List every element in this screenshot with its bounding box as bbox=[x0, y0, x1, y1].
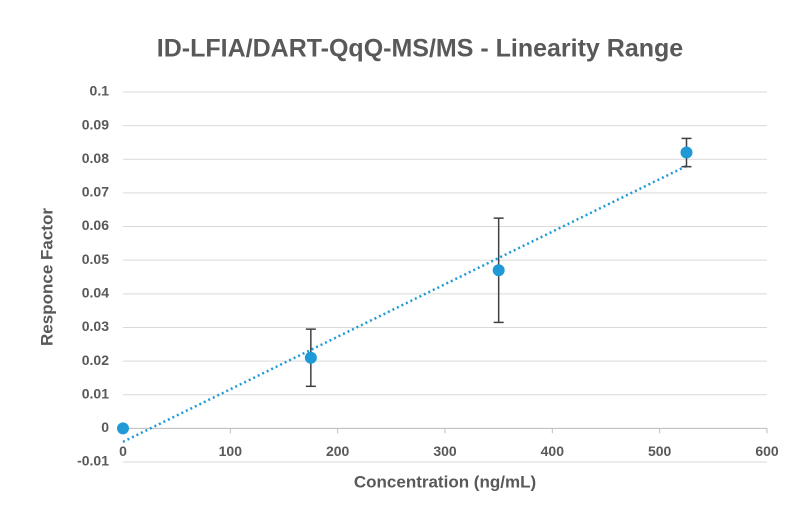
y-tick-label: 0.07 bbox=[82, 184, 109, 200]
y-tick-label: -0.01 bbox=[77, 453, 109, 469]
data-point bbox=[492, 264, 505, 277]
x-tick-label: 500 bbox=[648, 443, 672, 459]
y-tick-label: 0.04 bbox=[82, 285, 109, 301]
data-point bbox=[680, 146, 693, 159]
y-tick-label: 0.01 bbox=[82, 385, 109, 401]
y-tick-label: 0.1 bbox=[90, 83, 110, 99]
x-tick-label: 200 bbox=[326, 443, 350, 459]
y-tick-label: 0.08 bbox=[82, 150, 109, 166]
y-tick-label: 0.05 bbox=[82, 251, 109, 267]
x-tick-label: 600 bbox=[755, 443, 779, 459]
x-tick-label: 300 bbox=[433, 443, 457, 459]
x-tick-label: 400 bbox=[541, 443, 565, 459]
data-point bbox=[304, 351, 317, 364]
x-axis-title: Concentration (ng/mL) bbox=[354, 472, 536, 491]
y-tick-label: 0.03 bbox=[82, 318, 109, 334]
y-tick-label: 0.06 bbox=[82, 217, 109, 233]
data-point bbox=[117, 422, 129, 435]
y-tick-label: 0.02 bbox=[82, 352, 109, 368]
y-tick-label: 0 bbox=[101, 419, 109, 435]
x-tick-label: 100 bbox=[219, 443, 243, 459]
y-tick-label: 0.09 bbox=[82, 116, 109, 132]
x-tick-label: 0 bbox=[119, 443, 127, 459]
chart-title: ID-LFIA/DART-QqQ-MS/MS - Linearity Range bbox=[157, 35, 683, 63]
trendline bbox=[122, 164, 688, 443]
y-axis-title: Responce Factor bbox=[37, 208, 56, 346]
